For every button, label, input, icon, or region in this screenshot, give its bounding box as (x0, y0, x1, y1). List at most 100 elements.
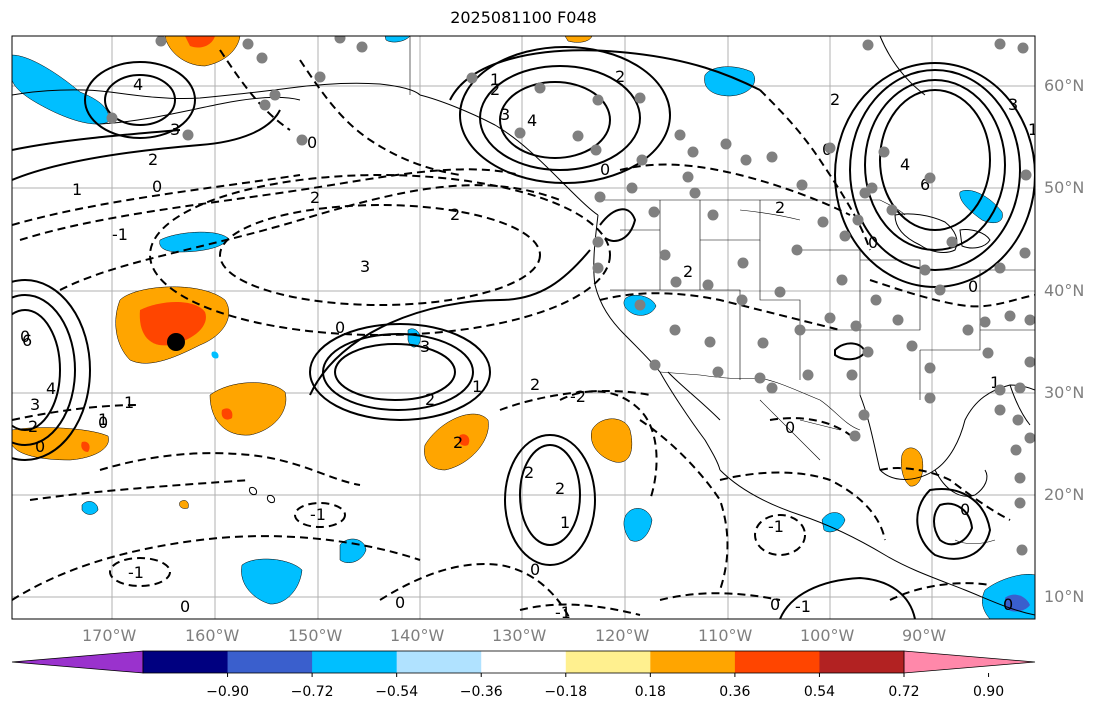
mexico-pacific-coast (719, 469, 1035, 616)
station-dot (634, 92, 646, 104)
station-dot (924, 172, 936, 184)
contour-label: 1 (98, 410, 108, 429)
station-dot (979, 316, 991, 328)
red-area (221, 408, 233, 420)
contour-label: 6 (22, 331, 32, 350)
longitude-label: 100°W (800, 626, 855, 645)
red-area (81, 441, 90, 452)
contour-label: 3 (170, 120, 180, 139)
orange-area (209, 382, 287, 436)
contour-label: 0 (180, 597, 190, 616)
shaded-anomalies (12, 36, 1035, 619)
station-dot (757, 337, 769, 349)
station-dot (689, 187, 701, 199)
colorbar-tick-label: 0.54 (803, 684, 836, 700)
contour-line (12, 129, 181, 151)
station-dot (242, 38, 254, 50)
station-dot (836, 274, 848, 286)
colorbar-max-arrow (903, 650, 1036, 674)
map-frame (11, 35, 1036, 620)
coastlines (12, 36, 1035, 616)
negative-contours (12, 49, 1035, 619)
contour-label: 2 (615, 67, 625, 86)
blue-area (12, 54, 110, 125)
station-dot (906, 340, 918, 352)
contour-label: 0 (395, 593, 405, 612)
contour-line (916, 488, 992, 560)
station-dot (846, 369, 858, 381)
contour-label: -1 (795, 597, 811, 616)
positive-contours (12, 46, 1035, 619)
contour-label: 3 (1008, 95, 1018, 114)
station-dot (962, 324, 974, 336)
station-dot (1014, 497, 1026, 509)
station-dot (862, 39, 874, 51)
station-dot (674, 129, 686, 141)
station-dot (817, 216, 829, 228)
red-area (139, 302, 206, 346)
station-dot (259, 99, 271, 111)
blue-area (821, 512, 846, 533)
contour-line (519, 603, 641, 616)
contour-label: 4 (46, 379, 56, 398)
colorbar-tick-label: −0.90 (206, 684, 249, 700)
contour-line (889, 582, 991, 601)
station-dot (296, 134, 308, 146)
station-dot (106, 112, 118, 124)
contour-line (309, 249, 591, 396)
contour-label: -1 (768, 517, 784, 536)
contour-label: 1 (990, 373, 1000, 392)
contour-label: 2 (148, 150, 158, 169)
baja-peninsula (659, 371, 721, 471)
great-lakes (894, 213, 958, 253)
contour-label: 2 (310, 188, 320, 207)
blue-area (81, 501, 99, 515)
station-dot (572, 130, 584, 142)
contour-label: 3 (500, 105, 510, 124)
chart-title: 2025081100 F048 (450, 8, 597, 27)
station-dot (182, 129, 194, 141)
station-dot (892, 314, 904, 326)
contour-label: 2 (453, 433, 463, 452)
blue-area (241, 558, 303, 605)
colorbar-bin (734, 651, 820, 673)
longitude-label: 120°W (595, 626, 650, 645)
station-dot (766, 151, 778, 163)
colorbar-bin (565, 651, 651, 673)
contour-label: 0 (98, 413, 108, 432)
contour-line (879, 89, 991, 231)
contour-line (12, 279, 91, 461)
station-dot (839, 230, 851, 242)
station-dot (858, 409, 870, 421)
station-dot (924, 392, 936, 404)
orange-area (901, 447, 924, 487)
blue-area (623, 508, 653, 542)
colorbar-tick-label: −0.36 (459, 684, 503, 700)
station-dot (824, 312, 836, 324)
longitude-label: 160°W (185, 626, 240, 645)
station-dot (269, 89, 281, 101)
station-dot (740, 154, 752, 166)
station-dot (736, 294, 748, 306)
state-line (659, 200, 701, 291)
latitude-label: 20°N (1044, 485, 1085, 504)
contour-label: 1 (1028, 120, 1038, 139)
colorbar-tick-label: −0.18 (544, 684, 588, 700)
colorbar-tick-label: −0.72 (290, 684, 334, 700)
colorbar-bin (143, 651, 229, 673)
contour-label: 4 (527, 111, 537, 130)
contour-label: 1 (472, 377, 482, 396)
station-dot (1014, 472, 1026, 484)
contour-label: 1 (490, 70, 500, 89)
blue-area (211, 351, 219, 359)
canada-west-coast (419, 94, 599, 216)
darkblue-area (1005, 594, 1030, 612)
station-dot (592, 236, 604, 248)
colorbar-bin (650, 651, 736, 673)
longitude-label: 130°W (492, 626, 547, 645)
station-dot (155, 36, 167, 47)
station-dot (737, 257, 749, 269)
colorbar-tick-label: 0.36 (719, 684, 751, 700)
station-dot (514, 127, 526, 139)
hawaii-island (267, 495, 275, 503)
